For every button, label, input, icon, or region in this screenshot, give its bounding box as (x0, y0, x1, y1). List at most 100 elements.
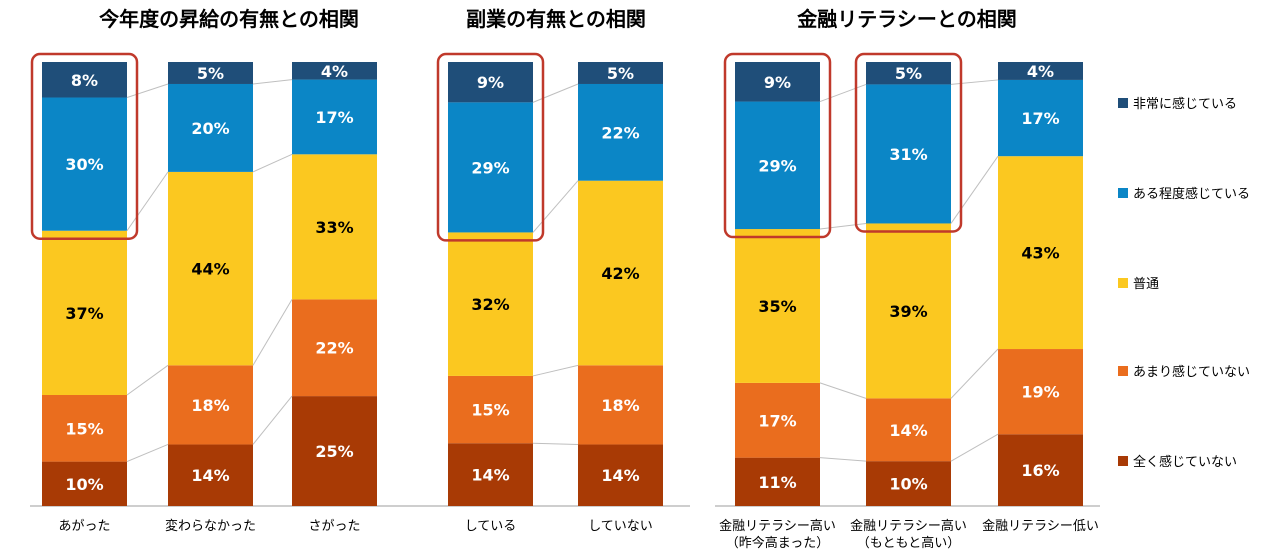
data-label: 9% (477, 73, 504, 92)
legend-swatch-not_much (1118, 366, 1128, 376)
data-label: 31% (889, 145, 927, 164)
bar-segment-somewhat (735, 101, 820, 230)
chart-panel-0: 10% 15% 37% 30% 8% あがった 14% 18% 44% 20% 5% 変わらなかった 2… (30, 52, 435, 534)
legend-label-not_much: あまり感じていない (1133, 364, 1250, 380)
bar-segment-not_at_all (998, 434, 1083, 506)
bar-segment-very_much (866, 62, 951, 85)
bar-segment-not_at_all (866, 461, 951, 506)
data-label: 22% (315, 339, 353, 358)
bar-segment-not_much (998, 349, 1083, 435)
connector-line (126, 364, 169, 396)
connector-line (252, 299, 293, 366)
bar-segment-very_much (578, 62, 663, 84)
connector-line (126, 171, 169, 232)
connector-line (252, 153, 293, 173)
bar-segment-somewhat (42, 97, 127, 231)
connector-line (532, 83, 579, 103)
data-label: 25% (315, 442, 353, 461)
bar-segment-very_much (292, 62, 377, 80)
bar-segment-neutral (578, 180, 663, 366)
connector-line (532, 364, 579, 377)
data-label: 29% (471, 158, 509, 177)
connector-line (126, 83, 169, 98)
chart-panel-2: 11%17%35%29%9%金融リテラシー高い（昨今高まった）10%14%39%… (715, 52, 1100, 551)
legend-label-not_at_all: 全く感じていない (1133, 454, 1237, 470)
data-label: 37% (65, 304, 103, 323)
connector-line (252, 395, 293, 445)
data-label: 20% (191, 119, 229, 138)
bar-segment-not_much (42, 395, 127, 462)
bar-segment-very_much (448, 62, 533, 103)
bar-segment-not_much (448, 375, 533, 444)
connector-line (950, 348, 999, 399)
data-label: 8% (71, 71, 98, 90)
category-label: 金融リテラシー高い (850, 518, 967, 534)
bar-segment-somewhat (998, 79, 1083, 157)
category-label: している (465, 519, 517, 534)
connector-line (819, 382, 867, 399)
chart-title-side-job: 副業の有無との相関 (466, 7, 646, 31)
bar-segment-not_much (866, 398, 951, 462)
highlight-box (723, 52, 832, 239)
data-label: 17% (758, 411, 796, 430)
bar-segment-neutral (448, 232, 533, 376)
category-label: していない (588, 519, 653, 534)
bar-segment-somewhat (292, 79, 377, 155)
data-label: 11% (758, 473, 796, 492)
category-label: 変わらなかった (165, 518, 256, 534)
data-label: 32% (471, 295, 509, 314)
category-label: さがった (308, 519, 360, 534)
connector-line (819, 457, 867, 462)
data-label: 15% (65, 419, 103, 438)
data-label: 19% (1021, 383, 1059, 402)
bar-segment-not_at_all (448, 443, 533, 506)
data-label: 30% (65, 155, 103, 174)
bar-segment-not_at_all (168, 444, 253, 506)
data-label: 33% (315, 218, 353, 237)
connector-line (532, 442, 579, 445)
data-label: 39% (889, 302, 927, 321)
bar-segment-not_at_all (42, 461, 127, 506)
category-label: あがった (58, 519, 110, 534)
connector-line (252, 79, 293, 85)
connector-line (819, 83, 867, 103)
data-label: 42% (601, 264, 639, 283)
data-label: 43% (1021, 244, 1059, 263)
data-label: 5% (895, 64, 922, 83)
bar-segment-neutral (998, 156, 1083, 350)
data-label: 4% (1027, 62, 1054, 81)
data-label: 9% (764, 73, 791, 92)
highlight-box (436, 52, 545, 242)
bar-segment-somewhat (448, 102, 533, 233)
category-label: 金融リテラシー高い (719, 518, 836, 534)
data-label: 14% (471, 466, 509, 485)
data-label: 4% (321, 62, 348, 81)
data-label: 15% (471, 401, 509, 420)
highlight-box (854, 52, 963, 233)
bar-segment-not_much (578, 365, 663, 445)
bar-segment-not_at_all (578, 444, 663, 506)
data-label: 16% (1021, 461, 1059, 480)
highlight-box (30, 52, 139, 240)
legend-swatch-neutral (1118, 278, 1128, 288)
bar-segment-not_much (168, 365, 253, 445)
legend-label-very_much: 非常に感じている (1133, 96, 1237, 112)
bar-segment-neutral (866, 223, 951, 399)
bar-segment-very_much (735, 62, 820, 102)
category-label: （昨今高まった） (726, 535, 829, 551)
data-label: 14% (889, 421, 927, 440)
bar-segment-very_much (42, 62, 127, 98)
chart-panel-1: 14% 15% 32% 29% 9% している 14% 18% 42% 22% 5% していない (435, 52, 690, 534)
data-label: 5% (607, 64, 634, 83)
chart-title-raise: 今年度の昇給の有無との相関 (99, 7, 359, 31)
bar-segment-not_much (735, 382, 820, 458)
data-label: 17% (1021, 109, 1059, 128)
data-label: 18% (191, 396, 229, 415)
data-label: 14% (191, 466, 229, 485)
data-label: 14% (601, 466, 639, 485)
legend-label-neutral: 普通 (1133, 277, 1159, 292)
bar-segment-neutral (292, 154, 377, 300)
bar-segment-very_much (998, 62, 1083, 80)
data-label: 44% (191, 260, 229, 279)
